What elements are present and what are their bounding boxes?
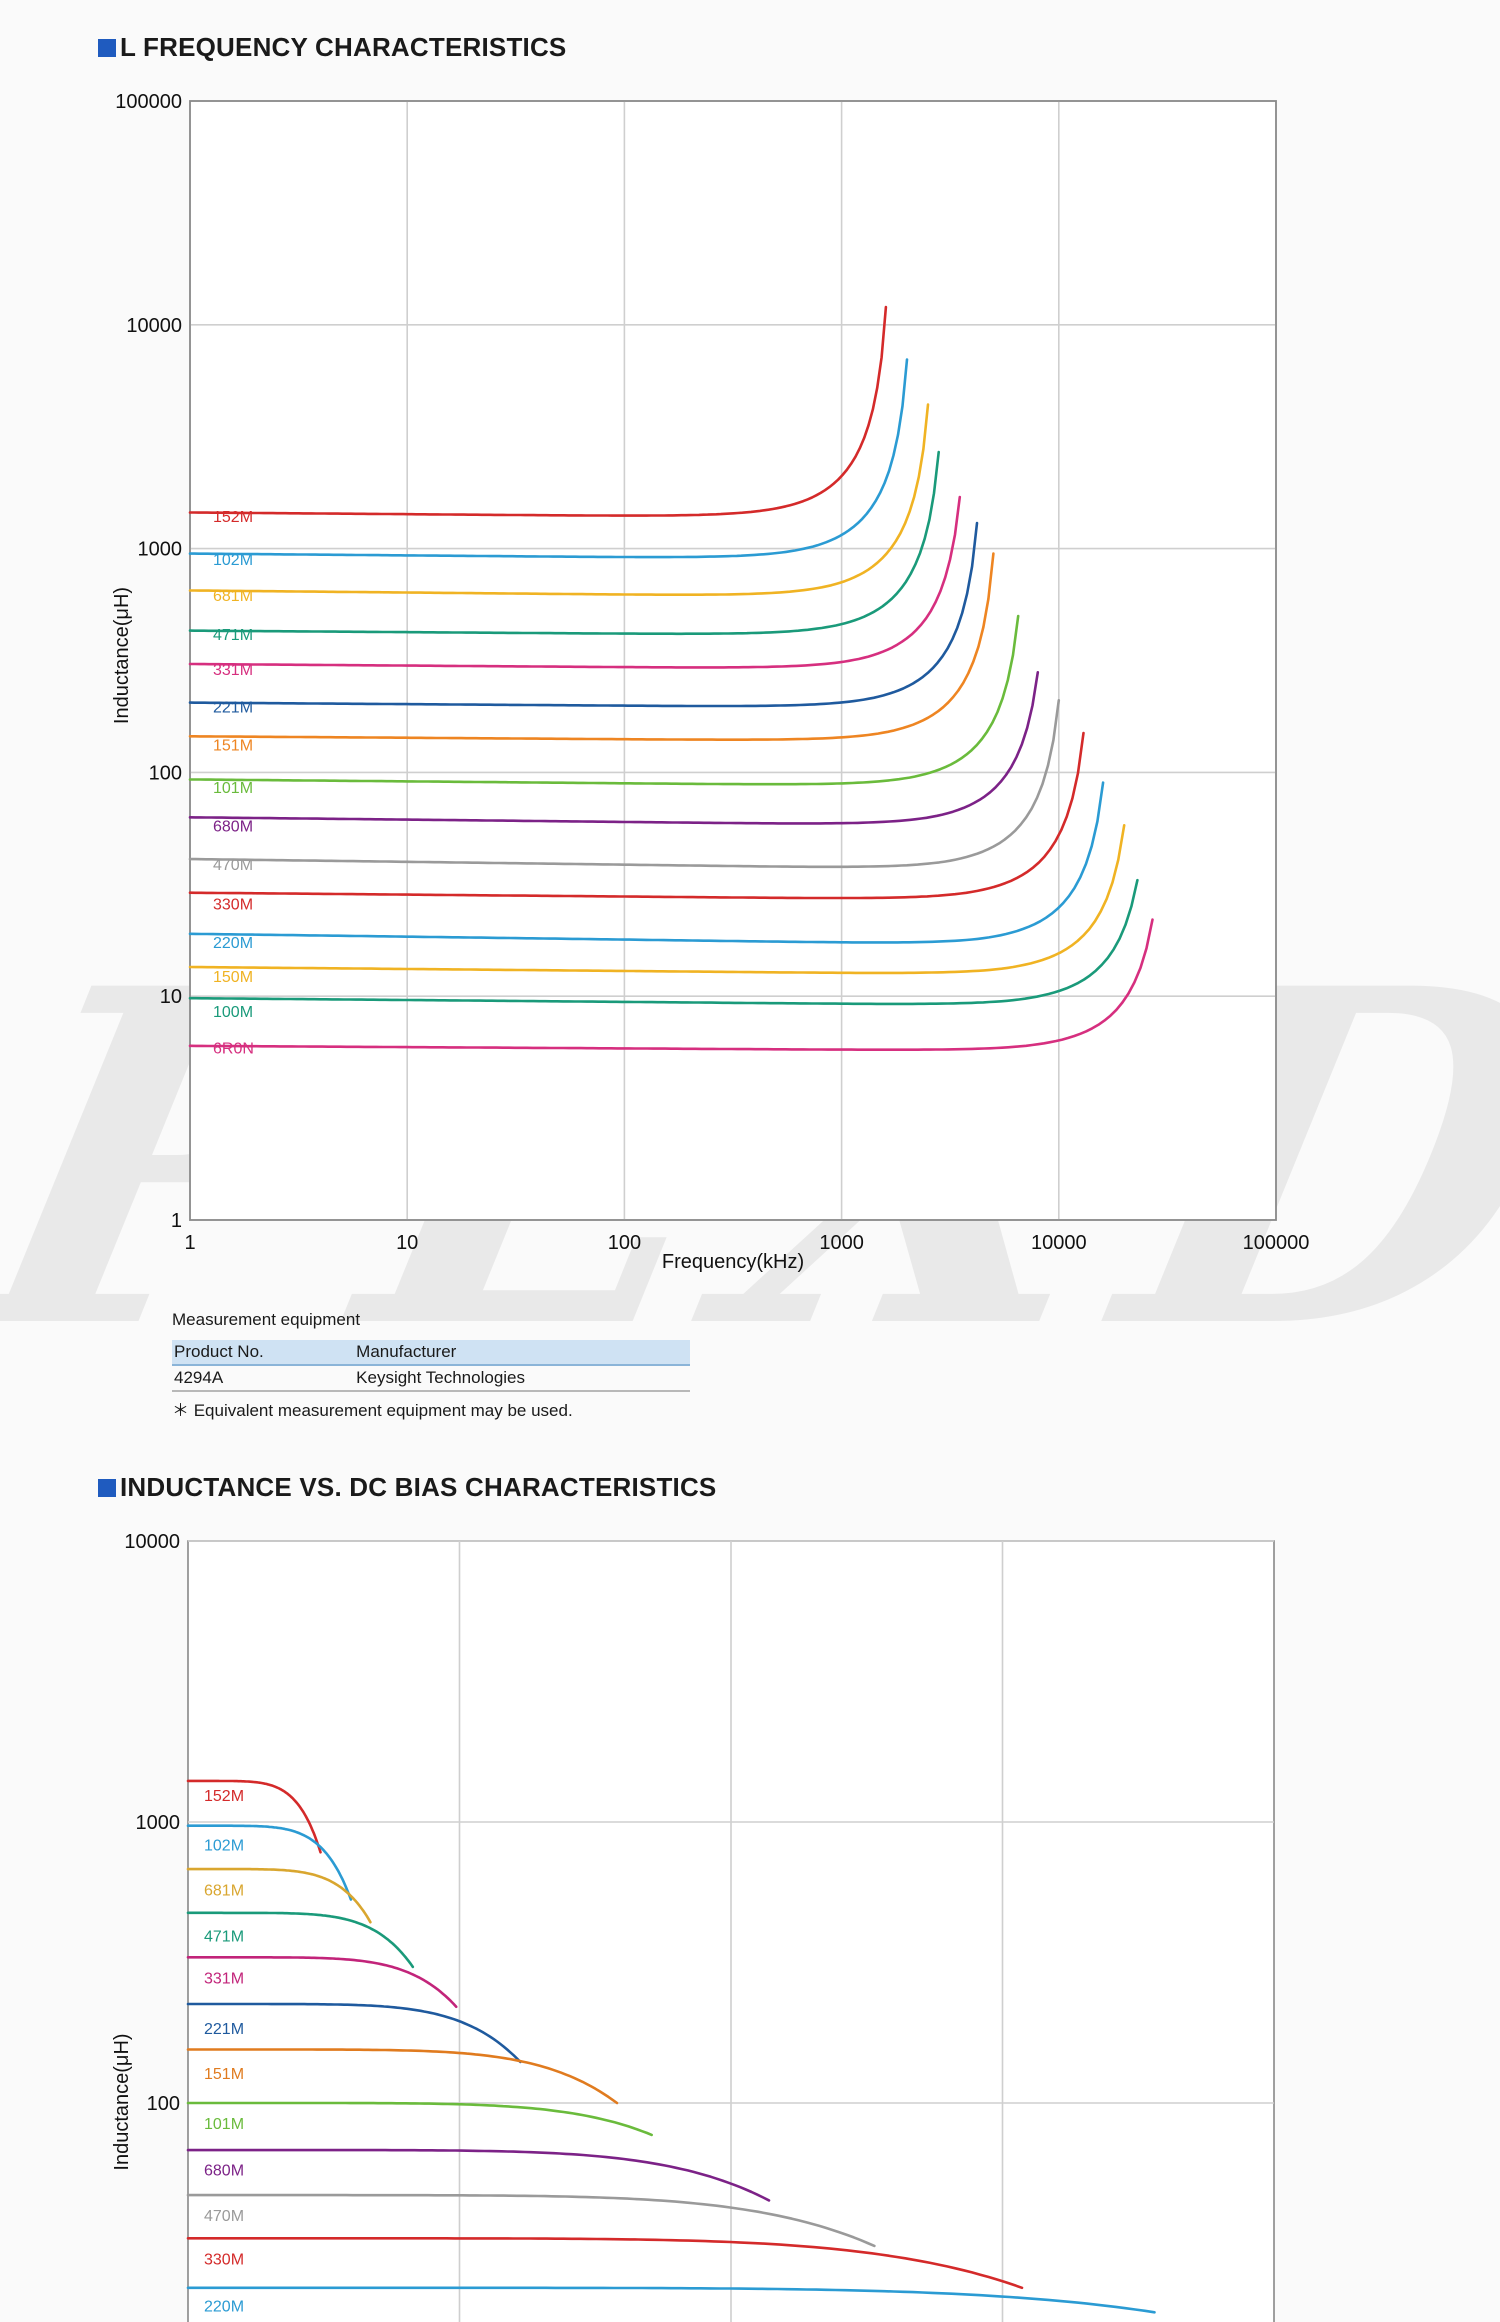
section-title-dc-bias: INDUCTANCE VS. DC BIAS CHARACTERISTICS [98, 1472, 716, 1503]
section-title-text: L FREQUENCY CHARACTERISTICS [120, 32, 567, 62]
y-tick-label: 100 [149, 762, 182, 784]
series-label: 470M [213, 857, 253, 874]
y-axis-label: Inductance(μH) [111, 2033, 133, 2170]
series-line-152M [188, 305, 888, 517]
section-title-l-frequency: L FREQUENCY CHARACTERISTICS [98, 32, 566, 63]
series-line-221M [188, 521, 979, 708]
x-tick-label: 100000 [1243, 1232, 1310, 1254]
series-label: 221M [213, 699, 253, 716]
y-tick-label: 10 [160, 986, 182, 1008]
series-label: 680M [204, 2162, 244, 2179]
series-line-681M [186, 1867, 372, 1924]
series-label: 152M [204, 1788, 244, 1805]
series-label: 152M [213, 509, 253, 526]
series-label: 681M [213, 588, 253, 605]
series-line-331M [186, 1956, 458, 2009]
series-line-151M [188, 552, 995, 742]
series-label: 102M [213, 552, 253, 569]
series-label: 330M [204, 2251, 244, 2268]
series-label: 331M [204, 1970, 244, 1987]
series-line-330M [188, 731, 1085, 900]
plot-area [189, 100, 1277, 1221]
series-label: 221M [204, 2021, 244, 2038]
series-label: 680M [213, 818, 253, 835]
y-tick-label: 100 [147, 2093, 180, 2115]
equipment-table: Product No. Manufacturer 4294A Keysight … [172, 1340, 690, 1392]
measurement-equipment: Measurement equipment Product No. Manufa… [172, 1310, 690, 1421]
series-label: 471M [213, 627, 253, 644]
series-line-151M [186, 2048, 619, 2105]
series-line-6R0N [188, 918, 1154, 1051]
x-tick-label: 10 [396, 1232, 418, 1254]
column-header-manufacturer: Manufacturer [354, 1340, 690, 1366]
series-line-220M [188, 781, 1105, 944]
series-label: 220M [213, 935, 253, 952]
y-tick-label: 1000 [136, 1812, 181, 1834]
series-label: 102M [204, 1838, 244, 1855]
series-label: 6R0N [213, 1040, 254, 1057]
series-line-471M [186, 1911, 415, 1969]
section-title-text: INDUCTANCE VS. DC BIAS CHARACTERISTICS [120, 1472, 717, 1502]
y-tick-label: 10000 [124, 1531, 180, 1553]
series-line-680M [188, 670, 1040, 825]
series-label: 330M [213, 896, 253, 913]
y-tick-label: 10000 [126, 315, 182, 337]
series-line-330M [186, 2237, 1024, 2290]
series-line-101M [188, 614, 1020, 786]
series-line-470M [188, 698, 1061, 869]
x-tick-label: 100 [608, 1232, 641, 1254]
square-bullet-icon [98, 38, 116, 57]
series-line-471M [188, 450, 941, 636]
column-header-product: Product No. [172, 1340, 355, 1366]
x-tick-label: 1000 [819, 1232, 864, 1254]
y-tick-label: 100000 [115, 91, 182, 113]
series-line-101M [186, 2101, 654, 2137]
series-line-102M [188, 358, 909, 559]
series-label: 101M [204, 2116, 244, 2133]
series-line-221M [186, 2002, 522, 2064]
l-frequency-chart: 1 10 100 1000 10000 100000 1 10 100 1000 10000 1000… [111, 91, 1310, 1273]
equipment-note: ＊ Equivalent measurement equipment may b… [172, 1401, 573, 1420]
y-axis-label: Inductance(μH) [111, 587, 133, 724]
x-tick-label: 1 [184, 1232, 195, 1254]
series-line-681M [188, 403, 930, 597]
series-label: 150M [213, 969, 253, 986]
y-tick-label: 1 [171, 1210, 182, 1232]
series-label: 100M [213, 1004, 253, 1021]
series-label: 151M [204, 2066, 244, 2083]
series-line-331M [188, 495, 962, 669]
series-label: 681M [204, 1883, 244, 1900]
series-label: 151M [213, 738, 253, 755]
plot-border [189, 100, 1277, 1221]
series-line-220M [186, 2286, 1156, 2314]
series-line-150M [188, 823, 1126, 975]
series-label: 220M [204, 2299, 244, 2316]
series-line-152M [186, 1779, 322, 1854]
series-label: 101M [213, 780, 253, 797]
equipment-heading: Measurement equipment [172, 1310, 361, 1329]
cell-product: 4294A [172, 1365, 355, 1392]
series-line-680M [186, 2148, 771, 2202]
series-line-470M [186, 2193, 876, 2248]
series-line-100M [188, 878, 1139, 1006]
cell-manufacturer: Keysight Technologies [354, 1365, 690, 1392]
series-label: 470M [204, 2208, 244, 2225]
series-label: 331M [213, 662, 253, 679]
table-row: 4294A Keysight Technologies [172, 1365, 690, 1392]
series-line-102M [186, 1824, 353, 1901]
square-bullet-icon [98, 1478, 116, 1497]
y-tick-label: 1000 [138, 539, 183, 561]
x-tick-label: 10000 [1031, 1232, 1087, 1254]
series-label: 471M [204, 1928, 244, 1945]
x-axis-label: Frequency(kHz) [662, 1251, 804, 1273]
